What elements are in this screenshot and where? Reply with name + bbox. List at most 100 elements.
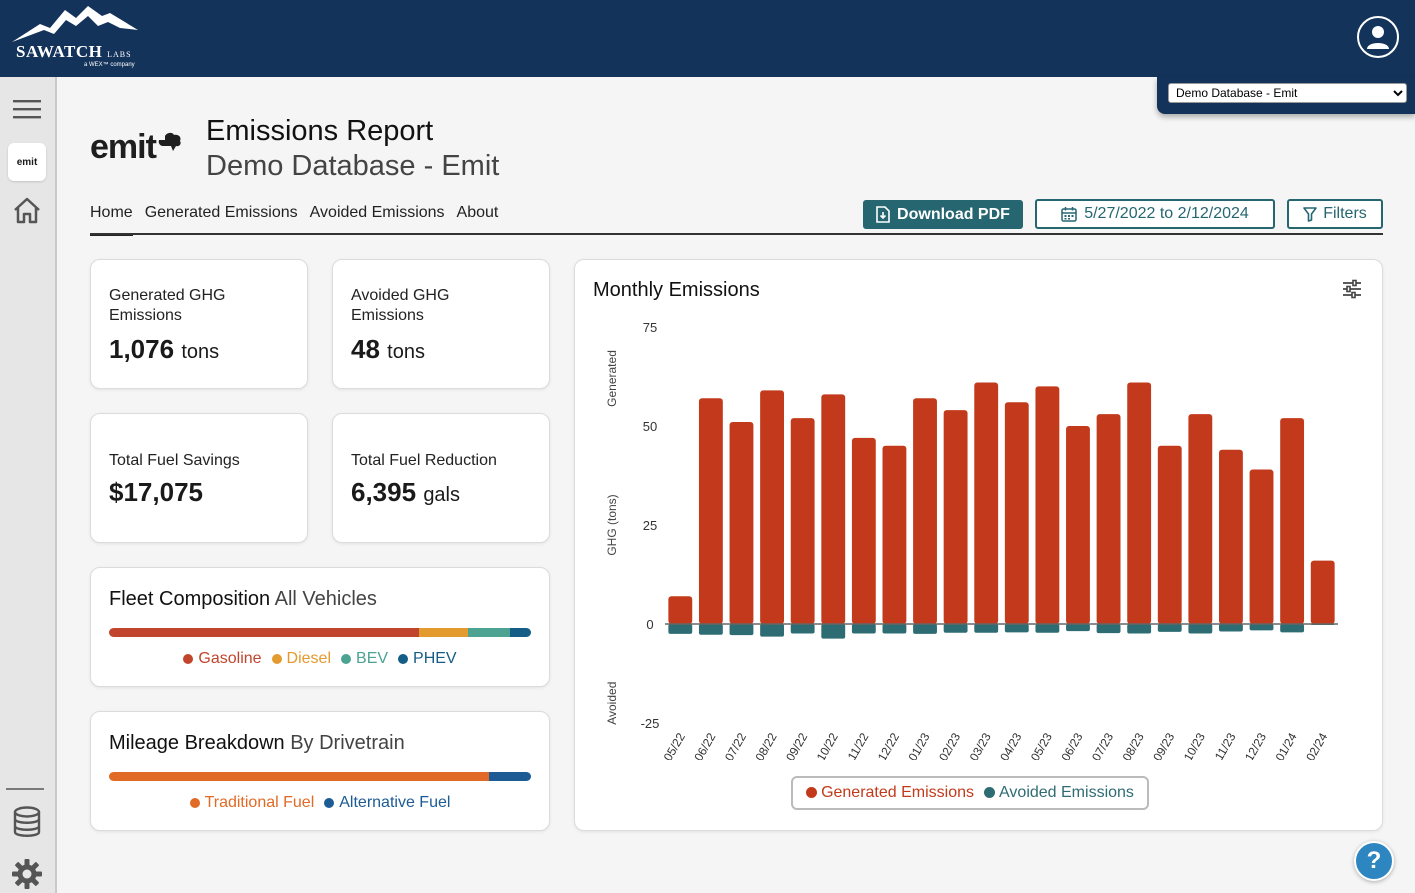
tab-bar: Home Generated Emissions Avoided Emissio… <box>90 204 498 236</box>
x-tick-label: 05/23 <box>1028 730 1055 760</box>
generated-bar <box>698 398 723 624</box>
x-tick-label: 10/22 <box>814 730 841 760</box>
legend-label: PHEV <box>413 650 457 667</box>
fleet-composition-legend-item[interactable]: Gasoline <box>183 650 262 668</box>
gear-icon <box>12 859 42 889</box>
avoided-bar <box>1280 624 1305 633</box>
fleet-composition-segment <box>109 628 420 637</box>
legend-dot <box>398 653 409 664</box>
legend-dot <box>183 653 194 664</box>
legend-generated[interactable]: Generated Emissions <box>806 784 974 802</box>
mileage-breakdown-title: Mileage Breakdown By Drivetrain <box>109 732 405 755</box>
account-button[interactable] <box>1357 16 1399 58</box>
fuel-reduction-label: Total Fuel Reduction <box>351 452 497 469</box>
generated-bar <box>1157 445 1182 624</box>
avoided-bar <box>698 624 723 635</box>
fleet-composition-legend: Gasoline Diesel BEV PHEV <box>91 650 549 668</box>
fleet-composition-card: Fleet Composition All Vehicles Gasoline D… <box>90 567 550 687</box>
x-tick-label: 11/22 <box>845 730 872 760</box>
filters-button[interactable]: Filters <box>1287 199 1383 229</box>
avoided-bar <box>943 624 968 633</box>
fleet-composition-title: Fleet Composition All Vehicles <box>109 588 377 611</box>
chart-legend: Generated Emissions Avoided Emissions <box>791 776 1149 810</box>
legend-avoided-label: Avoided Emissions <box>999 784 1134 801</box>
x-tick-label: 12/23 <box>1242 730 1269 760</box>
hamburger-icon <box>13 100 41 119</box>
date-range-label: 5/27/2022 to 2/12/2024 <box>1084 205 1249 222</box>
legend-label: Alternative Fuel <box>339 794 451 811</box>
legend-dot <box>324 797 335 808</box>
emit-label: emit <box>16 156 38 168</box>
x-tick-label: 07/22 <box>722 730 749 760</box>
avoided-bar <box>1188 624 1213 634</box>
sidebar-item-home[interactable] <box>8 191 46 229</box>
avoided-bar <box>882 624 907 634</box>
database-select[interactable]: Demo Database - Emit <box>1168 83 1407 103</box>
generated-bar <box>851 437 876 624</box>
tab-avoided-emissions[interactable]: Avoided Emissions <box>309 204 445 221</box>
top-bar: SAWATCH LABS a WEX™ company <box>0 0 1415 77</box>
fuel-savings-card: Total Fuel Savings $17,075 <box>90 413 308 543</box>
fuel-reduction-card: Total Fuel Reduction 6,395 gals <box>332 413 550 543</box>
mileage-breakdown-legend-item[interactable]: Alternative Fuel <box>324 794 450 812</box>
y-axis-label: GHG (tons) <box>605 494 619 555</box>
x-tick-label: 03/23 <box>967 730 994 760</box>
sidebar-item-database[interactable] <box>8 803 46 841</box>
sidebar-item-emit[interactable]: emit <box>8 143 46 181</box>
avoided-bar <box>1249 624 1274 631</box>
avoided-bar <box>790 624 815 634</box>
y-tick-label: 0 <box>646 617 653 632</box>
avoided-bar <box>974 624 999 633</box>
legend-label: BEV <box>356 650 389 667</box>
fleet-composition-legend-item[interactable]: BEV <box>341 650 388 668</box>
mileage-breakdown-bar <box>109 772 531 781</box>
x-tick-label: 10/23 <box>1181 730 1208 760</box>
avoided-bar <box>913 624 937 634</box>
tab-about[interactable]: About <box>456 204 499 221</box>
download-pdf-button[interactable]: Download PDF <box>863 200 1023 229</box>
sidebar: emit <box>0 77 57 893</box>
generated-bar <box>729 422 754 624</box>
fleet-composition-segment <box>509 628 531 637</box>
generated-bar <box>1066 426 1090 624</box>
emit-logo-text: emit <box>90 128 157 166</box>
legend-label: Gasoline <box>198 650 262 667</box>
tab-generated-emissions[interactable]: Generated Emissions <box>144 204 298 221</box>
generated-bar <box>1096 414 1121 624</box>
generated-bar <box>913 398 937 624</box>
sawatch-logo[interactable]: SAWATCH LABS a WEX™ company <box>10 4 145 72</box>
avoided-bar <box>729 624 754 636</box>
x-tick-label: 04/23 <box>997 730 1024 760</box>
emit-logo: emit <box>90 128 183 167</box>
avoided-bar <box>1004 624 1029 633</box>
legend-generated-label: Generated Emissions <box>821 784 975 801</box>
x-tick-label: 09/23 <box>1150 730 1177 760</box>
calendar-icon <box>1061 207 1077 222</box>
brand-name: SAWATCH <box>16 42 103 61</box>
date-range-button[interactable]: 5/27/2022 to 2/12/2024 <box>1035 199 1275 229</box>
sidebar-item-settings[interactable] <box>8 855 46 893</box>
file-download-icon <box>876 206 890 223</box>
legend-avoided-dot <box>984 787 996 798</box>
legend-avoided[interactable]: Avoided Emissions <box>984 784 1134 802</box>
avoided-bar <box>851 624 876 634</box>
generated-bar <box>1035 386 1060 624</box>
avoided-bar <box>1035 624 1060 633</box>
chart-settings-icon[interactable] <box>1341 278 1363 300</box>
generated-bar <box>790 418 815 624</box>
fleet-composition-legend-item[interactable]: PHEV <box>398 650 457 668</box>
generated-bar <box>1280 418 1305 624</box>
generated-bar <box>821 394 846 624</box>
tab-home[interactable]: Home <box>90 204 133 236</box>
legend-label: Diesel <box>286 650 332 667</box>
menu-button[interactable] <box>8 90 46 128</box>
help-button[interactable]: ? <box>1354 841 1394 881</box>
legend-generated-dot <box>806 787 818 798</box>
avoided-bar <box>1157 624 1182 632</box>
legend-dot <box>189 797 200 808</box>
avoided-ghg-card: Avoided GHG Emissions 48 tons <box>332 259 550 389</box>
legend-label: Traditional Fuel <box>204 794 315 811</box>
fleet-composition-legend-item[interactable]: Diesel <box>271 650 332 668</box>
mileage-breakdown-legend-item[interactable]: Traditional Fuel <box>189 794 315 812</box>
sidebar-divider <box>6 788 44 790</box>
